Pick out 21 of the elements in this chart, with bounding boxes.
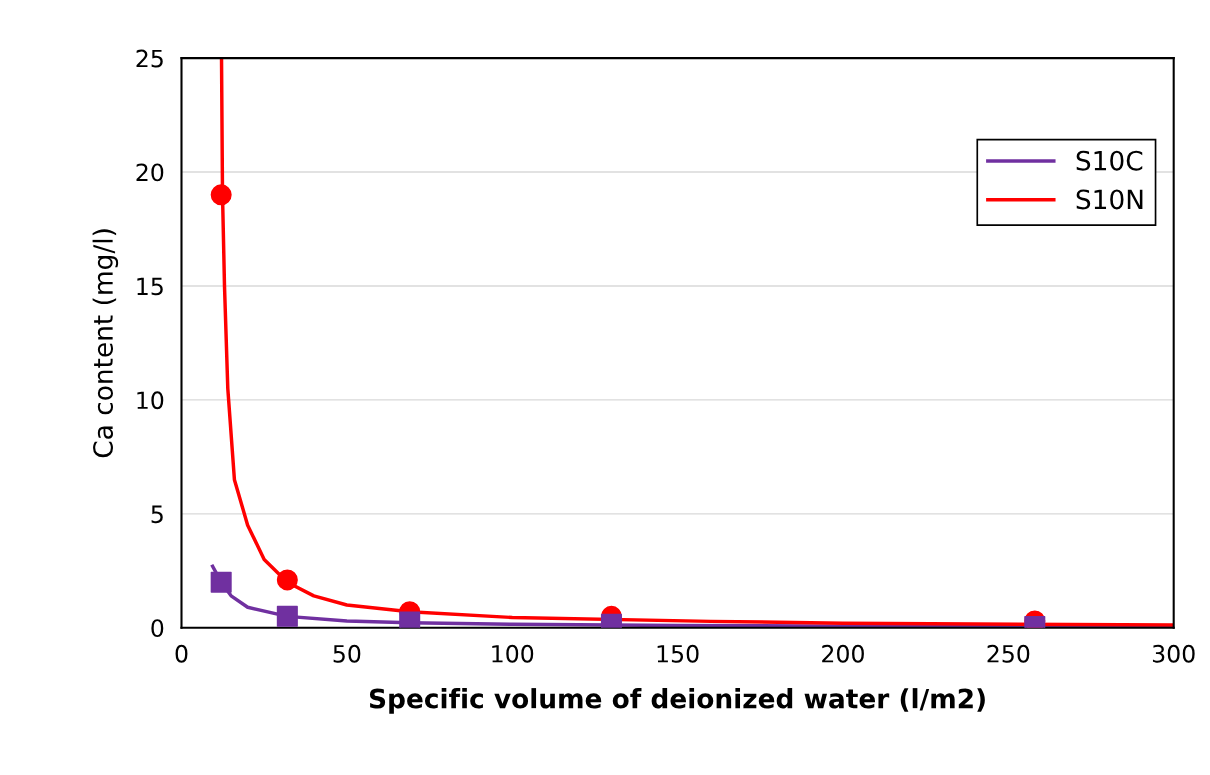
x-axis-title: Specific volume of deionized water (l/m2) (369, 688, 985, 714)
point (210, 184, 232, 206)
y-tick-label: 0 (151, 619, 164, 638)
point (276, 605, 298, 627)
y-axis-title: Ca content (mg/l) (92, 229, 119, 458)
y-tick-label: 10 (137, 391, 164, 410)
x-tick-label: 200 (822, 644, 864, 663)
legend-label: S10N (1076, 189, 1143, 210)
x-tick-label: 300 (1152, 644, 1195, 663)
y-tick-label: 5 (151, 505, 163, 524)
legend-label: S10C (1076, 150, 1143, 171)
point (210, 571, 232, 593)
x-tick-label: 250 (987, 644, 1030, 663)
y-tick-label: 25 (136, 49, 163, 68)
y-tick-label: 15 (137, 277, 163, 296)
y-tick-label: 20 (136, 163, 164, 182)
x-tick-label: 0 (175, 644, 188, 663)
x-tick-label: 100 (492, 644, 534, 663)
x-tick-label: 50 (333, 644, 361, 663)
x-tick-label: 150 (657, 644, 699, 663)
point (276, 569, 298, 591)
